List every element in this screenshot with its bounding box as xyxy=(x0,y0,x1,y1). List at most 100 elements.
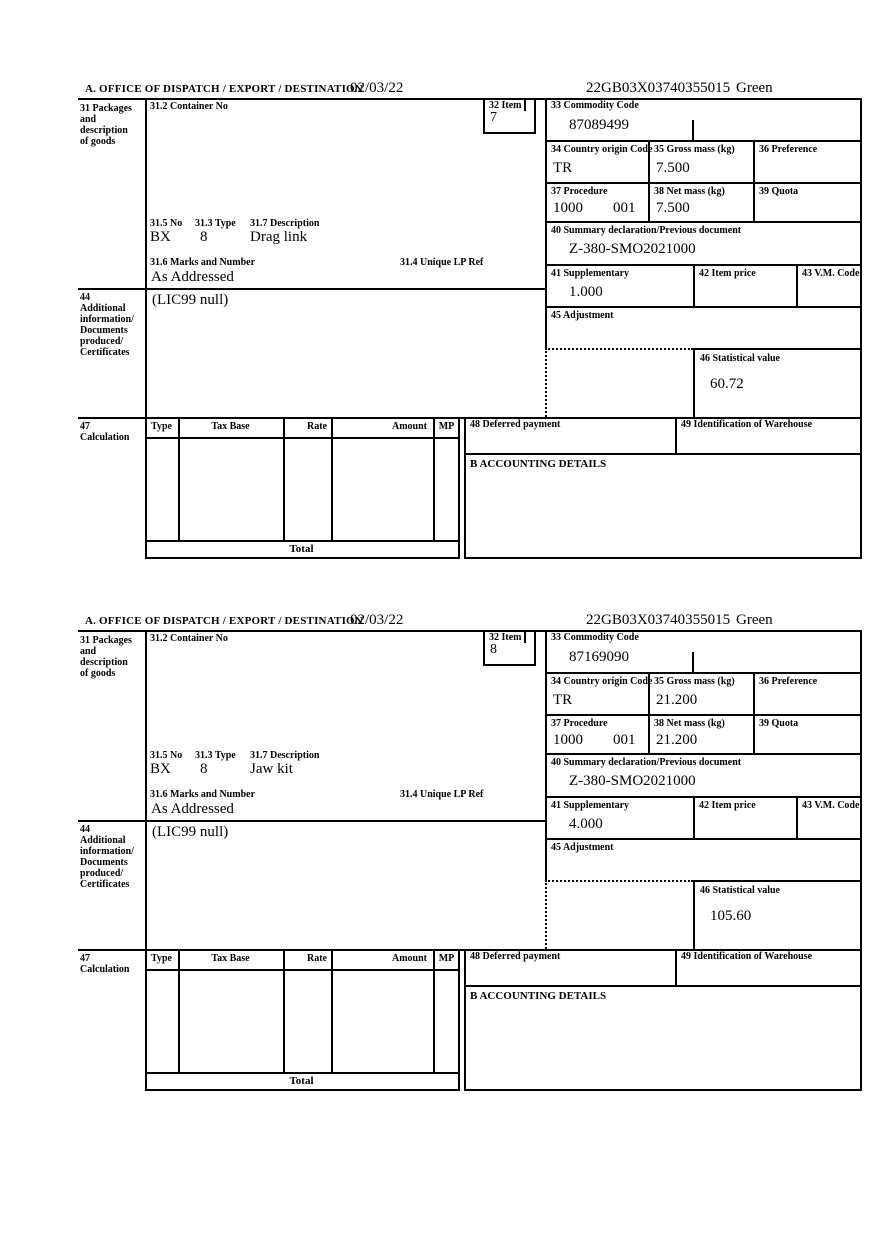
net-mass-box: 38 Net mass (kg) 21.200 xyxy=(650,716,755,755)
supplementary-label: 41 Supplementary xyxy=(551,268,630,279)
previous-document-value: Z-380-SMO2021000 xyxy=(569,773,696,789)
adjustment-label: 45 Adjustment xyxy=(551,842,614,853)
statistical-value-box: 46 Statistical value 60.72 xyxy=(693,348,862,417)
dotted-reserved-area xyxy=(545,348,693,417)
accounting-details-box: B ACCOUNTING DETAILS xyxy=(464,987,862,1091)
packages-no-value: BX xyxy=(150,229,171,245)
warehouse-id-label: 49 Identification of Warehouse xyxy=(681,419,813,430)
gross-mass-label: 35 Gross mass (kg) xyxy=(654,144,735,155)
commodity-code-value: 87089499 xyxy=(569,117,629,133)
box31-caption-line: description xyxy=(80,657,128,668)
col-header-mp: MP xyxy=(438,421,455,432)
commodity-code-box: 33 Commodity Code 87089499 xyxy=(545,98,862,142)
item-box-tick xyxy=(524,98,526,111)
accounting-details-box: B ACCOUNTING DETAILS xyxy=(464,455,862,559)
supplementary-box: 41 Supplementary 4.000 xyxy=(545,798,695,840)
vm-code-box: 43 V.M. Code xyxy=(798,266,862,308)
commodity-code-value: 87169090 xyxy=(569,649,629,665)
statistical-value-amount: 105.60 xyxy=(710,908,752,924)
box47-top-border xyxy=(78,417,862,419)
net-mass-box: 38 Net mass (kg) 7.500 xyxy=(650,184,755,223)
goods-description-label: 31.7 Description xyxy=(250,750,320,761)
quota-box: 39 Quota xyxy=(755,184,862,223)
additional-information-value: (LIC99 null) xyxy=(152,824,229,840)
additional-information-value: (LIC99 null) xyxy=(152,292,229,308)
vm-code-label: 43 V.M. Code xyxy=(802,268,860,279)
label-column-divider xyxy=(145,630,147,1091)
office-of-dispatch-label: A. OFFICE OF DISPATCH / EXPORT / DESTINA… xyxy=(85,615,363,627)
item-price-label: 42 Item price xyxy=(699,268,756,279)
box47-caption-line: 47 xyxy=(80,953,90,964)
box44-top-border xyxy=(78,288,547,290)
box44-caption-line: Additional xyxy=(80,303,126,314)
item-number-box: 32 Item 7 xyxy=(483,98,536,134)
summary-declaration-label: 40 Summary declaration/Previous document xyxy=(551,225,742,236)
table-body-underline xyxy=(145,540,460,542)
container-no-label: 31.2 Container No xyxy=(150,101,228,112)
box44-caption: 44 Additional information/ Documents pro… xyxy=(80,292,134,358)
routing-status: Green xyxy=(736,612,773,628)
supplementary-value: 4.000 xyxy=(569,816,603,832)
item-number-value: 8 xyxy=(490,642,497,657)
quota-label: 39 Quota xyxy=(759,718,799,729)
procedure-label: 37 Procedure xyxy=(551,186,608,197)
box44-caption-line: information/ xyxy=(80,846,134,857)
adjustment-label: 45 Adjustment xyxy=(551,310,614,321)
gross-mass-box: 35 Gross mass (kg) 7.500 xyxy=(650,142,755,184)
warehouse-id-box: 49 Identification of Warehouse xyxy=(675,949,862,987)
packages-type-value: 8 xyxy=(200,761,208,777)
box31-caption-line: and xyxy=(80,646,97,657)
dotted-reserved-area xyxy=(545,880,693,949)
declaration-reference: 22GB03X03740355015 xyxy=(586,80,731,96)
col-header-type: Type xyxy=(151,953,172,964)
procedure-box: 37 Procedure 1000 001 xyxy=(545,184,650,223)
goods-description-value: Drag link xyxy=(250,229,308,245)
preference-box: 36 Preference xyxy=(755,674,862,716)
box31-caption-line: 31 Packages xyxy=(80,635,132,646)
box31-caption-line: 31 Packages xyxy=(80,103,132,114)
deferred-payment-box: 48 Deferred payment xyxy=(464,949,675,987)
box44-caption-line: Documents xyxy=(80,857,128,868)
accounting-details-label: B ACCOUNTING DETAILS xyxy=(470,990,607,1002)
item-price-box: 42 Item price xyxy=(695,798,798,840)
box44-caption-line: produced/ xyxy=(80,868,124,879)
packages-type-label: 31.3 Type xyxy=(195,218,236,229)
gross-mass-label: 35 Gross mass (kg) xyxy=(654,676,735,687)
table-col-divider xyxy=(331,417,333,540)
table-col-divider xyxy=(283,417,285,540)
warehouse-id-box: 49 Identification of Warehouse xyxy=(675,417,862,455)
summary-declaration-label: 40 Summary declaration/Previous document xyxy=(551,757,742,768)
item-number-value: 7 xyxy=(490,110,497,125)
commodity-code-box: 33 Commodity Code 87169090 xyxy=(545,630,862,674)
table-right-border xyxy=(458,949,460,1072)
statistical-value-label: 46 Statistical value xyxy=(700,885,780,896)
box47-caption-line: 47 xyxy=(80,421,90,432)
statistical-value-amount: 60.72 xyxy=(710,376,744,392)
net-mass-value: 7.500 xyxy=(656,200,690,216)
table-body-underline xyxy=(145,1072,460,1074)
summary-declaration-box: 40 Summary declaration/Previous document… xyxy=(545,223,862,266)
supplementary-box: 41 Supplementary 1.000 xyxy=(545,266,695,308)
box31-caption-line: of goods xyxy=(80,668,116,679)
unique-lp-ref-label: 31.4 Unique LP Ref xyxy=(400,789,484,800)
label-column-divider xyxy=(145,98,147,559)
total-label: Total xyxy=(289,543,314,555)
box47-caption: 47 Calculation xyxy=(80,953,129,975)
gross-mass-value: 21.200 xyxy=(656,692,698,708)
box44-caption-line: Documents xyxy=(80,325,128,336)
deferred-payment-box: 48 Deferred payment xyxy=(464,417,675,455)
col-header-rate: Rate xyxy=(307,953,327,964)
packages-no-label: 31.5 No xyxy=(150,218,183,229)
country-origin-label: 34 Country origin Code xyxy=(551,676,653,687)
deferred-payment-label: 48 Deferred payment xyxy=(470,419,561,430)
goods-description-label: 31.7 Description xyxy=(250,218,320,229)
vm-code-box: 43 V.M. Code xyxy=(798,798,862,840)
procedure-label: 37 Procedure xyxy=(551,718,608,729)
box31-caption-line: and xyxy=(80,114,97,125)
marks-number-label: 31.6 Marks and Number xyxy=(150,257,256,268)
quota-label: 39 Quota xyxy=(759,186,799,197)
box47-caption-line: Calculation xyxy=(80,432,130,443)
net-mass-value: 21.200 xyxy=(656,732,698,748)
country-origin-box: 34 Country origin Code TR xyxy=(545,142,652,184)
packages-type-label: 31.3 Type xyxy=(195,750,236,761)
